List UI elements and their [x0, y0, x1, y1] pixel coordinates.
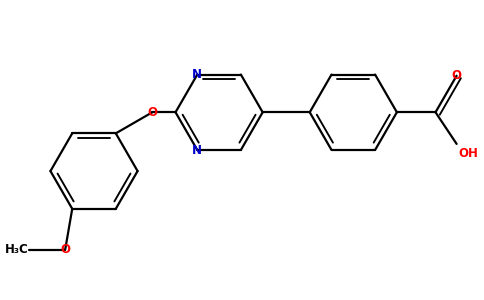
Text: N: N: [192, 143, 202, 157]
Text: OH: OH: [459, 147, 479, 161]
Text: H₃C: H₃C: [5, 243, 29, 256]
Text: N: N: [192, 68, 202, 81]
Text: O: O: [60, 243, 70, 256]
Text: O: O: [147, 106, 157, 119]
Text: O: O: [452, 69, 462, 82]
